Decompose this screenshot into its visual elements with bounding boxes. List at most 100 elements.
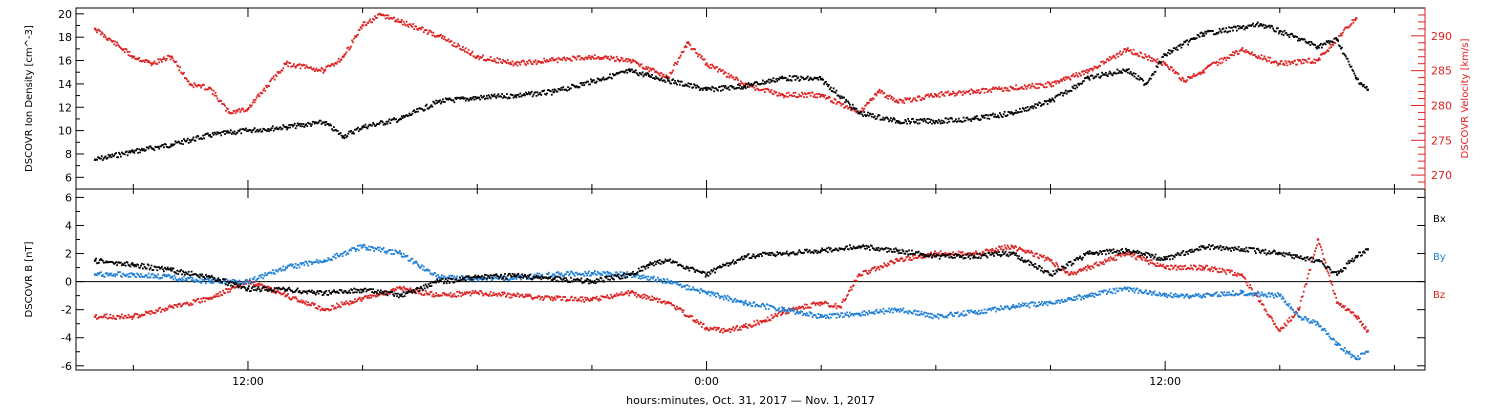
bz-point [505, 295, 507, 298]
ion-density-point [1227, 30, 1230, 33]
ion-density-point [194, 139, 197, 142]
by-point [655, 278, 657, 281]
by-point [557, 271, 560, 274]
bz-point [350, 302, 353, 305]
bz-point [300, 299, 303, 302]
velocity-point [510, 63, 513, 66]
by-point [706, 293, 709, 296]
bz-point [486, 294, 489, 296]
velocity-point [831, 101, 834, 104]
bz-point [539, 298, 542, 301]
bz-point [1203, 268, 1206, 271]
ion-density-point [1100, 75, 1103, 78]
bz-point [751, 325, 754, 328]
ion-density-point [1212, 33, 1215, 36]
by-point [129, 275, 132, 278]
ion-density-point [1242, 25, 1245, 27]
bz-point [334, 307, 337, 310]
velocity-point [178, 69, 181, 72]
bz-point [434, 294, 437, 297]
ion-density-point [204, 133, 206, 136]
by-point [869, 312, 871, 314]
by-point [730, 298, 733, 300]
bz-point [623, 293, 626, 296]
velocity-point [399, 20, 403, 24]
by-point [645, 275, 648, 278]
bz-point [617, 294, 620, 297]
bz-point [851, 285, 854, 288]
velocity-point [288, 61, 290, 64]
velocity-point [904, 97, 907, 100]
by-point [903, 311, 906, 314]
bz-point [1204, 266, 1207, 269]
velocity-point [269, 79, 272, 82]
bz-point [1176, 266, 1179, 269]
by-point [858, 312, 861, 316]
ion-density-point [1254, 24, 1257, 26]
by-point [690, 288, 693, 291]
by-point [123, 274, 126, 277]
bz-point [1282, 327, 1285, 329]
bz-point [805, 303, 808, 306]
by-point [679, 283, 682, 286]
ion-density-point [881, 118, 884, 121]
ion-density-point [1098, 76, 1101, 79]
by-point [497, 278, 500, 280]
ion-density-point [472, 96, 475, 98]
velocity-point [293, 65, 296, 68]
bz-point [1152, 263, 1155, 265]
ion-density-point [651, 74, 653, 76]
velocity-point [1258, 57, 1261, 60]
by-point [421, 268, 424, 271]
velocity-point [1178, 77, 1181, 80]
bz-point [1172, 266, 1175, 269]
bz-point [320, 308, 323, 311]
ion-density-point [701, 89, 704, 92]
ion-density-point [404, 114, 407, 117]
ion-density-point [289, 126, 291, 129]
ion-density-point [178, 141, 181, 144]
ion-density-point [1154, 70, 1157, 73]
bz-point [141, 314, 144, 317]
bz-point [418, 292, 420, 295]
velocity-point [790, 94, 793, 97]
bz-point [894, 258, 897, 261]
bz-point [1016, 249, 1018, 252]
velocity-point [377, 13, 380, 16]
by-point [866, 312, 868, 314]
by-point [318, 259, 321, 262]
by-point [636, 273, 639, 276]
velocity-point [393, 16, 396, 19]
velocity-point [612, 57, 614, 60]
ion-density-point [725, 87, 728, 90]
bz-point [1314, 250, 1317, 253]
ion-density-point [445, 98, 448, 101]
ion-density-point [284, 125, 288, 129]
velocity-point [1034, 86, 1037, 89]
bz-point [652, 299, 654, 301]
by-point [884, 309, 887, 312]
by-point [626, 271, 629, 273]
by-point [341, 255, 344, 258]
bz-point [595, 295, 598, 298]
ion-density-point [614, 73, 617, 76]
ion-density-point [805, 77, 807, 80]
ion-density-point [394, 118, 396, 121]
ion-density-point [1131, 74, 1134, 77]
ion-density-point [457, 96, 460, 99]
velocity-point [993, 88, 996, 90]
velocity-point [594, 57, 597, 60]
velocity-point [701, 58, 704, 61]
bz-point [370, 296, 373, 299]
bz-point [353, 301, 355, 304]
by-point [216, 278, 219, 281]
velocity-point [372, 17, 375, 20]
ion-density-point [150, 146, 153, 149]
bz-point [98, 316, 101, 318]
by-point [789, 310, 792, 313]
velocity-point [681, 51, 684, 54]
bz-point [916, 256, 919, 259]
bz-point [1273, 323, 1275, 326]
ion-density-point [956, 120, 959, 123]
by-point [330, 258, 332, 261]
